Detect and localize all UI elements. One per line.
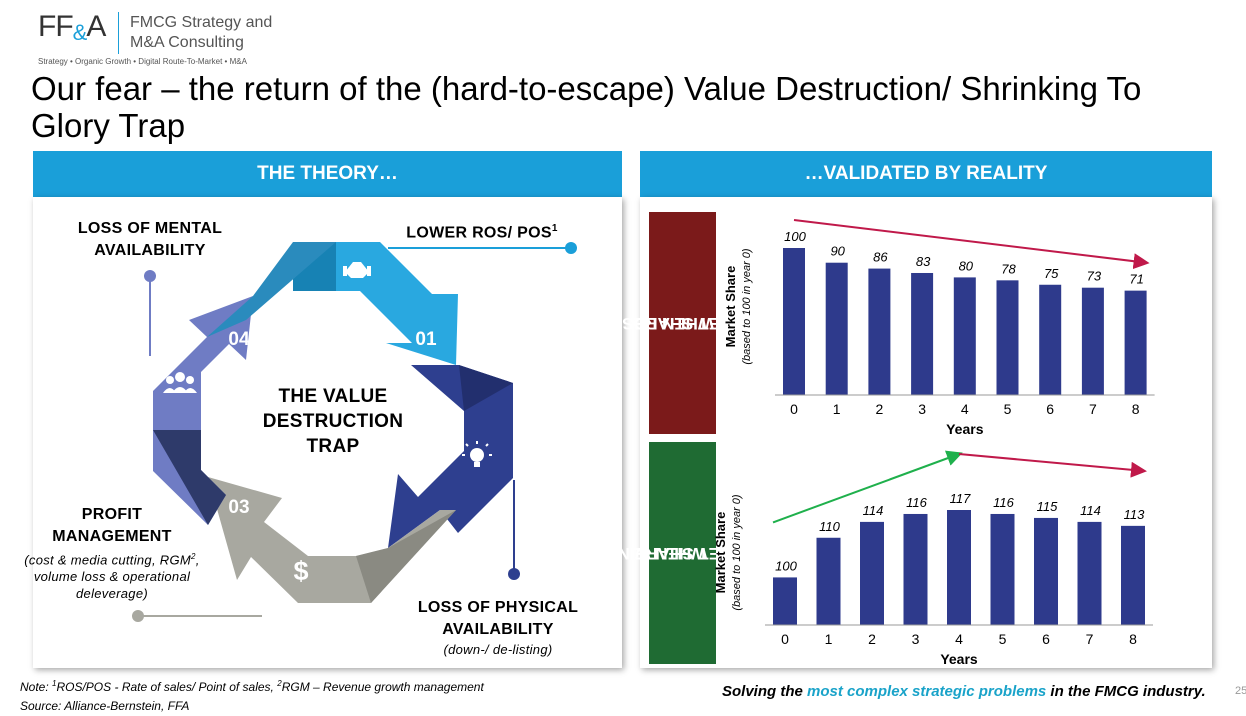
company-logo: FF&A xyxy=(38,10,106,45)
chart2-data-label-6: 115 xyxy=(1037,499,1058,514)
step-03-number: 03 xyxy=(228,497,249,518)
dollar-icon: $ xyxy=(293,556,308,586)
chart1-trend-arrow xyxy=(793,219,1150,270)
chart1-tick-7: 7 xyxy=(1089,401,1097,417)
chart1-tick-6: 6 xyxy=(1046,401,1054,417)
chart1-x-axis-label: Years xyxy=(946,421,984,437)
label-loss-mental-availability: LOSS OF MENTAL AVAILABILITY xyxy=(77,220,223,259)
step-01-number: 01 xyxy=(415,329,437,350)
chart1-tick-8: 8 xyxy=(1132,401,1140,417)
chart1-bar-5 xyxy=(996,280,1019,395)
chart1-bar-6 xyxy=(1039,284,1062,395)
chart2-tick-1: 1 xyxy=(825,631,833,647)
handshake-icon xyxy=(343,262,371,278)
cycle-center-title: THE VALUE DESTRUCTION TRAP xyxy=(262,386,404,457)
label-lower-ros-pos: LOWER ROS/ POS1 xyxy=(406,223,558,242)
connector-dot-ros xyxy=(565,242,577,254)
lightbulb-icon xyxy=(462,441,492,467)
chart1-tick-5: 5 xyxy=(1004,401,1012,417)
chart2-x-axis-label: Years xyxy=(940,651,978,667)
chart1-y-axis-sublabel: (based to 100 in year 0) xyxy=(741,248,753,365)
chart2-data-label-7: 114 xyxy=(1080,503,1101,518)
chart2-bar-6 xyxy=(1034,517,1058,625)
chart1-bar-0 xyxy=(783,248,805,395)
company-tagline: Strategy • Organic Growth • Digital Rout… xyxy=(38,57,247,66)
chart1-bar-8 xyxy=(1124,290,1147,395)
chart2-trend-up-arrow xyxy=(772,450,963,524)
chart2-trend-down-arrow xyxy=(958,453,1147,478)
chart2-data-label-1: 110 xyxy=(819,519,840,534)
chart2-bar-0 xyxy=(773,577,797,625)
step-04-number: 04 xyxy=(228,329,250,350)
win-market-share-label: WHEN WIN MARKET SHARE xyxy=(618,442,771,664)
chart1-bar-2 xyxy=(868,268,891,395)
label-profit-management: PROFIT MANAGEMENT (cost & media cutting,… xyxy=(24,506,200,602)
chart1-data-label-6: 75 xyxy=(1044,266,1059,281)
chart2-data-label-2: 114 xyxy=(863,503,884,518)
chart2-data-label-8: 113 xyxy=(1124,507,1145,522)
chart1-bar-1 xyxy=(825,262,848,395)
footnote: Note: 1ROS/POS - Rate of sales/ Point of… xyxy=(20,679,484,713)
chart2-tick-5: 5 xyxy=(999,631,1007,647)
segment-02 xyxy=(388,365,513,548)
page-number: 25 xyxy=(1235,685,1246,697)
footer-tagline: Solving the most complex strategic probl… xyxy=(722,683,1206,700)
chart1-tick-1: 1 xyxy=(833,401,841,417)
chart1-bar-3 xyxy=(911,272,934,395)
chart2-bar-5 xyxy=(990,513,1015,625)
chart1-data-label-0: 100 xyxy=(784,229,806,244)
label-loss-physical-availability: LOSS OF PHYSICAL AVAILABILITY (down-/ de… xyxy=(417,599,579,657)
chart1-tick-2: 2 xyxy=(876,401,884,417)
chart1-data-label-4: 80 xyxy=(959,258,974,273)
connector-dot-physical xyxy=(508,568,520,580)
company-name: FMCG Strategy and M&A Consulting xyxy=(130,14,273,51)
chart2-bar-4 xyxy=(947,510,971,625)
chart2-tick-6: 6 xyxy=(1042,631,1050,647)
chart1-data-label-8: 71 xyxy=(1129,272,1143,287)
chart2-tick-0: 0 xyxy=(781,631,789,647)
chart2-data-label-4: 117 xyxy=(950,491,971,506)
chart2-tick-8: 8 xyxy=(1129,631,1137,647)
chart1-tick-4: 4 xyxy=(961,401,969,417)
chart2-bar-3 xyxy=(903,513,928,625)
chart1-tick-3: 3 xyxy=(918,401,926,417)
chart2-bar-2 xyxy=(860,521,884,625)
chart1-bar-4 xyxy=(953,277,976,395)
chart2-data-label-3: 116 xyxy=(906,495,927,510)
chart2-y-axis-label: Market Share xyxy=(713,512,728,594)
chart1-bar-7 xyxy=(1081,287,1104,395)
slide-title: Our fear – the return of the (hard-to-es… xyxy=(31,70,1142,144)
chart1-tick-0: 0 xyxy=(790,401,798,417)
connector-dot-mental xyxy=(144,270,156,282)
people-icon xyxy=(163,372,197,393)
reality-heading: …VALIDATED BY REALITY xyxy=(640,151,1212,197)
chart2-tick-4: 4 xyxy=(955,631,963,647)
chart2-y-axis-sublabel: (based to 100 in year 0) xyxy=(731,494,743,611)
chart1-data-label-7: 73 xyxy=(1087,269,1102,284)
chart2-bar-1 xyxy=(816,537,841,625)
theory-heading: THE THEORY… xyxy=(33,151,622,197)
logo-divider xyxy=(118,12,119,54)
connector-dot-profit xyxy=(132,610,144,622)
chart2-bar-7 xyxy=(1077,521,1102,625)
chart1-y-axis-label: Market Share xyxy=(723,266,738,348)
chart2-tick-7: 7 xyxy=(1086,631,1094,647)
lose-market-share-label: WHEN LOSE MARKET SHARE xyxy=(611,212,771,434)
chart1-data-label-1: 90 xyxy=(830,244,845,259)
chart2-bar-8 xyxy=(1121,525,1145,625)
chart1-data-label-5: 78 xyxy=(1001,261,1016,276)
chart1-data-label-2: 86 xyxy=(873,250,888,265)
chart2-tick-2: 2 xyxy=(868,631,876,647)
chart2-tick-3: 3 xyxy=(912,631,920,647)
chart1-data-label-3: 83 xyxy=(916,254,931,269)
chart2-data-label-0: 100 xyxy=(775,558,797,573)
chart2-data-label-5: 116 xyxy=(993,495,1014,510)
